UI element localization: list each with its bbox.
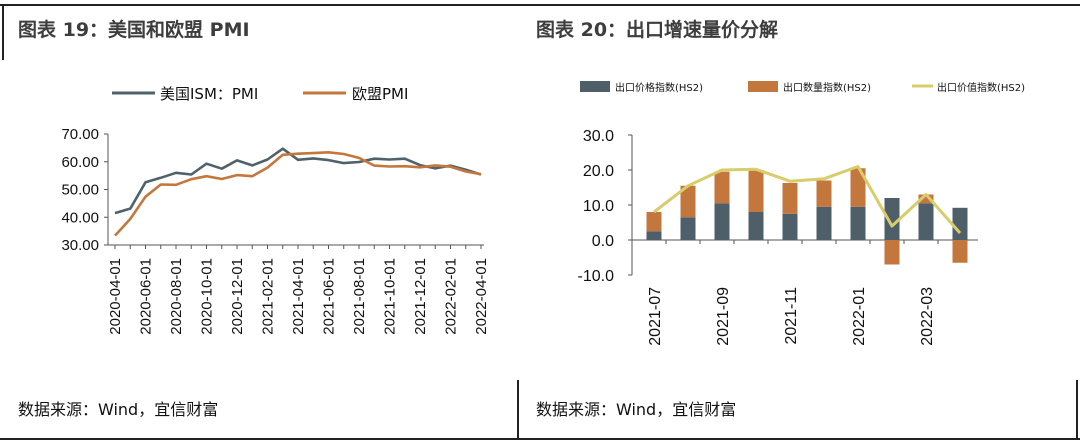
value-line (653, 165, 962, 234)
price-bar (782, 213, 798, 240)
price-bar (918, 203, 934, 240)
quantity-bar (782, 182, 798, 214)
left-border (2, 4, 4, 60)
axes: 30.0 20.0 10.0 0.0 -10.0 2021-07 2021-09 2021-1… (578, 128, 978, 346)
chart-title: 图表 19：美国和欧盟 PMI (18, 19, 250, 41)
price-bar (714, 203, 730, 240)
x-tick-label: 2022-01 (851, 287, 868, 346)
y-tick-label: 50.00 (61, 182, 99, 199)
price-bar (748, 212, 764, 240)
price-bar (646, 231, 662, 240)
quantity-bar (952, 240, 968, 263)
eu-pmi-line (114, 151, 482, 237)
x-tick-label: 2021-10-01 (382, 258, 399, 335)
series-lines (114, 147, 482, 237)
x-tick-label: 2022-02-01 (443, 258, 460, 335)
x-tick-label: 2022-04-01 (473, 258, 490, 335)
x-tick-label: 2021-12-01 (412, 258, 429, 335)
y-tick-label: 70.00 (61, 126, 99, 143)
price-bar (680, 217, 696, 240)
divider-bottom (517, 380, 519, 438)
y-tick-label: 40.00 (61, 209, 99, 226)
export-panel: 图表 20：出口增速量价分解 出口价格指数(HS2) 出口数量指数(HS2) 出… (528, 0, 1080, 446)
legend-label-us: 美国ISM：PMI (160, 85, 258, 103)
quantity-bar (680, 185, 696, 218)
x-tick-label: 2020-04-01 (107, 258, 124, 335)
x-tick-label: 2020-12-01 (229, 258, 246, 335)
quantity-bar (816, 180, 832, 207)
quantity-bar (714, 171, 730, 204)
legend-label-value: 出口价值指数(HS2) (937, 81, 1025, 94)
pmi-chart: 美国ISM：PMI 欧盟PMI 70.00 60.00 50.00 40.00 30.0… (61, 85, 490, 335)
quantity-bar (646, 212, 662, 232)
x-tick-label: 2021-07 (647, 287, 664, 346)
x-tick-label: 2021-02-01 (260, 258, 277, 335)
x-tick-label: 2021-04-01 (290, 258, 307, 335)
legend-swatch-qty (748, 81, 778, 92)
price-bar (884, 198, 900, 240)
y-tick-label: 10.0 (583, 198, 614, 215)
legend-label-eu: 欧盟PMI (352, 85, 408, 103)
legend: 出口价格指数(HS2) 出口数量指数(HS2) 出口价值指数(HS2) (580, 81, 1025, 94)
pmi-panel: 图表 19：美国和欧盟 PMI 美国ISM：PMI 欧盟PMI 70.00 60.… (0, 0, 520, 446)
y-tick-label: 60.00 (61, 154, 99, 171)
quantity-bar (918, 194, 934, 204)
x-tick-label: 2020-06-01 (138, 258, 155, 335)
axes: 70.00 60.00 50.00 40.00 30.00 2020-04-01 2020-… (61, 126, 490, 335)
price-bar (952, 207, 968, 240)
top-rule (0, 4, 1080, 6)
legend-label-price: 出口价格指数(HS2) (615, 81, 703, 94)
x-tick-label: 2020-08-01 (168, 258, 185, 335)
x-tick-label: 2021-09 (715, 287, 732, 346)
us-pmi-line (114, 147, 482, 215)
price-bar (850, 206, 866, 240)
source-note: 数据来源：Wind，宜信财富 (536, 400, 737, 419)
quantity-bar (884, 240, 900, 265)
chart-title: 图表 20：出口增速量价分解 (536, 19, 779, 41)
legend-swatch-price (580, 81, 610, 92)
quantity-bar (748, 170, 764, 212)
quantity-bar (850, 168, 866, 207)
source-note: 数据来源：Wind，宜信财富 (18, 400, 219, 419)
legend: 美国ISM：PMI 欧盟PMI (112, 85, 408, 103)
bottom-rule (0, 438, 1080, 440)
y-tick-label: 0.0 (592, 233, 614, 250)
x-tick-label: 2021-11 (783, 287, 800, 345)
y-tick-label: 20.0 (583, 163, 614, 180)
y-tick-label: 30.00 (61, 237, 99, 254)
legend-label-qty: 出口数量指数(HS2) (783, 81, 871, 94)
bars (646, 168, 968, 265)
x-tick-label: 2021-06-01 (321, 258, 338, 335)
y-tick-label: 30.0 (583, 128, 614, 145)
x-tick-label: 2022-03 (919, 287, 936, 346)
y-tick-label: -10.0 (578, 268, 615, 285)
export-value-line (653, 165, 962, 234)
export-chart: 出口价格指数(HS2) 出口数量指数(HS2) 出口价值指数(HS2) 30.0… (578, 81, 1025, 346)
price-bar (816, 206, 832, 240)
x-tick-label: 2021-08-01 (351, 258, 368, 335)
right-border (1076, 380, 1078, 438)
x-tick-label: 2020-10-01 (199, 258, 216, 335)
